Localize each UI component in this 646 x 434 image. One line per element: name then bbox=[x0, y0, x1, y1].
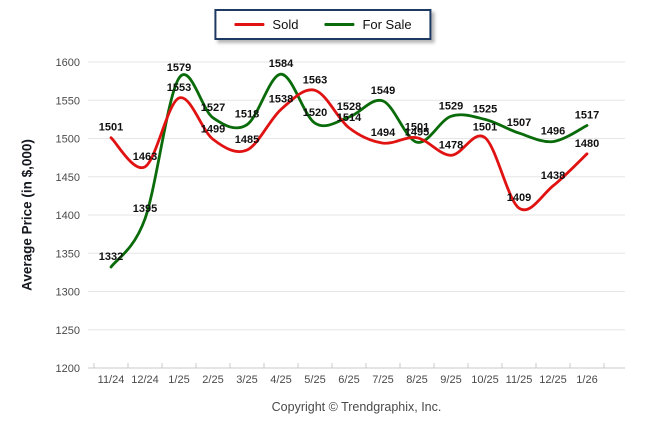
legend-item-label: Sold bbox=[272, 17, 299, 32]
y-tick-label: 1300 bbox=[56, 287, 80, 299]
data-point-label: 1395 bbox=[133, 203, 157, 215]
data-point-label: 1563 bbox=[303, 74, 327, 86]
series-line-for-sale bbox=[109, 72, 589, 269]
data-point-label: 1499 bbox=[201, 123, 225, 135]
x-tick-label: 9/25 bbox=[440, 374, 461, 386]
data-point-label: 1553 bbox=[167, 82, 191, 94]
y-tick-label: 1450 bbox=[56, 172, 80, 184]
x-tick-label: 11/25 bbox=[506, 374, 533, 386]
series-line-sold bbox=[109, 88, 589, 212]
data-point-label: 1518 bbox=[235, 109, 259, 121]
data-point-label: 1527 bbox=[201, 102, 225, 114]
data-point-label: 1520 bbox=[303, 107, 327, 119]
data-point-label: 1332 bbox=[99, 251, 123, 263]
legend-item-label: For Sale bbox=[362, 17, 412, 32]
data-point-label: 1528 bbox=[337, 101, 361, 113]
data-point-label: 1538 bbox=[269, 93, 293, 105]
data-point-label: 1495 bbox=[405, 126, 429, 138]
legend-swatch-icon bbox=[234, 23, 265, 26]
copyright-text: Copyright © Trendgraphix, Inc. bbox=[271, 400, 442, 414]
y-tick-label: 1200 bbox=[56, 363, 80, 375]
data-point-label: 1496 bbox=[541, 126, 565, 138]
x-tick-label: 7/25 bbox=[372, 374, 393, 386]
data-point-label: 1501 bbox=[473, 122, 497, 134]
x-tick-label: 10/25 bbox=[471, 374, 499, 386]
data-point-label: 1501 bbox=[99, 122, 123, 134]
x-tick-label: 11/24 bbox=[98, 374, 125, 386]
legend-swatch-icon bbox=[324, 23, 355, 26]
y-tick-label: 1350 bbox=[56, 248, 80, 260]
data-point-label: 1507 bbox=[507, 117, 531, 129]
data-point-label: 1579 bbox=[167, 62, 191, 74]
data-point-label: 1549 bbox=[371, 85, 395, 97]
data-point-label: 1438 bbox=[541, 170, 565, 182]
data-point-label: 1409 bbox=[507, 192, 531, 204]
y-tick-label: 1600 bbox=[56, 57, 80, 69]
x-tick-label: 1/25 bbox=[168, 374, 189, 386]
data-point-label: 1494 bbox=[371, 127, 396, 139]
x-tick-label: 8/25 bbox=[406, 374, 427, 386]
x-tick-label: 2/25 bbox=[202, 374, 223, 386]
data-point-label: 1480 bbox=[575, 138, 599, 150]
data-point-label: 1525 bbox=[473, 103, 497, 115]
x-tick-label: 4/25 bbox=[270, 374, 291, 386]
data-point-label: 1478 bbox=[439, 139, 463, 151]
data-point-label: 1517 bbox=[575, 109, 599, 121]
x-tick-label: 1/26 bbox=[576, 374, 597, 386]
y-tick-label: 1550 bbox=[56, 95, 80, 107]
data-point-label: 1501 bbox=[405, 122, 429, 134]
x-tick-label: 3/25 bbox=[236, 374, 257, 386]
chart-legend: Sold For Sale bbox=[214, 9, 432, 40]
x-tick-label: 12/24 bbox=[131, 374, 159, 386]
legend-item-for-sale: For Sale bbox=[324, 17, 412, 32]
data-point-label: 1485 bbox=[235, 134, 259, 146]
data-point-label: 1514 bbox=[337, 112, 362, 124]
y-tick-label: 1400 bbox=[56, 210, 80, 222]
data-point-label: 1463 bbox=[133, 151, 157, 163]
data-point-label: 1584 bbox=[269, 58, 294, 70]
legend-item-sold: Sold bbox=[234, 18, 298, 31]
x-tick-label: 6/25 bbox=[338, 374, 359, 386]
x-tick-label: 5/25 bbox=[304, 374, 325, 386]
data-point-label: 1529 bbox=[439, 100, 463, 112]
x-tick-label: 12/25 bbox=[539, 374, 567, 386]
y-tick-label: 1250 bbox=[56, 325, 80, 337]
y-tick-label: 1500 bbox=[56, 134, 80, 146]
